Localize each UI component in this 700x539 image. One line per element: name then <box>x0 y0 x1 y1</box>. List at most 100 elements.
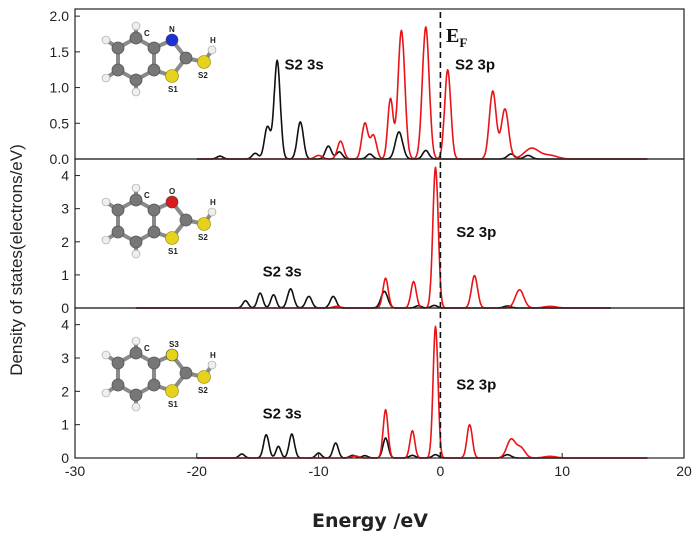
carbon-atom <box>129 235 143 249</box>
carbon-atom <box>111 63 125 77</box>
hydrogen-atom <box>131 183 141 193</box>
atom-label: S2 <box>198 386 208 395</box>
molecule-insets: N C H S2 S1 O C H S2 S1 S3 C H S2 S1 <box>101 21 217 412</box>
molecule-diagram-panel-1: N C H S2 S1 <box>101 21 217 97</box>
panel-frame <box>74 8 685 160</box>
hydrogen-atom <box>207 207 217 217</box>
hydrogen-atom <box>101 197 111 207</box>
carbon-atom <box>111 41 125 55</box>
y-tick-label: 0.5 <box>50 115 70 131</box>
x-tick-label: 20 <box>676 463 692 479</box>
carbon-atom <box>147 41 161 55</box>
series-annotation: S2 3p <box>455 57 495 74</box>
fermi-level-label: EF <box>446 25 467 50</box>
atom-label: H <box>210 36 216 45</box>
carbon-atom <box>129 346 143 360</box>
atom-label: O <box>169 187 175 196</box>
atom-label: N <box>169 25 175 34</box>
carbon-atom <box>147 225 161 239</box>
series-annotation: S2 3p <box>456 224 496 241</box>
y-axis-label: Density of states(electrons/eV) <box>7 144 26 375</box>
series-annotation: S2 3s <box>263 264 302 281</box>
y-tick-label: 0.0 <box>50 151 70 167</box>
atom-label: S1 <box>168 400 178 409</box>
y-tick-label: 1.0 <box>50 80 70 96</box>
carbon-atom <box>147 63 161 77</box>
atom-label: S3 <box>169 340 179 349</box>
hydrogen-atom <box>101 35 111 45</box>
hydrogen-atom <box>131 402 141 412</box>
carbon-atom <box>147 203 161 217</box>
hydrogen-atom <box>131 21 141 31</box>
carbon-atom <box>111 225 125 239</box>
sulfur-atom-s2 <box>197 217 211 231</box>
x-tick-label: -20 <box>187 463 207 479</box>
sulfur-atom-s1 <box>165 69 179 83</box>
x-tick-label: 10 <box>554 463 570 479</box>
x-tick-label: -30 <box>65 463 85 479</box>
atom-label: C <box>144 29 150 38</box>
y-tick-label: 0 <box>61 450 69 466</box>
hydrogen-atom <box>101 388 111 398</box>
atom-label: S2 <box>198 71 208 80</box>
hydrogen-atom <box>207 360 217 370</box>
carbon-atom <box>129 73 143 87</box>
carbon-atom <box>147 356 161 370</box>
carbon-atom <box>129 388 143 402</box>
y-tick-label: 4 <box>61 317 69 333</box>
x-tick-label: -10 <box>308 463 328 479</box>
carbon-atom <box>179 366 193 380</box>
panel-frame <box>74 158 685 309</box>
atom-label: C <box>144 344 150 353</box>
x-axis-label: Energy /eV <box>312 510 428 532</box>
y-tick-label: 0 <box>61 300 69 316</box>
series-annotation: S2 3s <box>284 57 323 74</box>
x-tick-label: 0 <box>437 463 445 479</box>
atom-label: S1 <box>168 85 178 94</box>
heteroatom <box>165 348 179 362</box>
hydrogen-atom <box>101 73 111 83</box>
y-tick-label: 2.0 <box>50 8 70 24</box>
panels-group: 0.0 0.5 1.0 1.5 2.0 S2 3s S2 3p 0 1 2 3 4 S2 3s S2 3p… <box>50 8 692 479</box>
y-tick-label: 1 <box>61 417 69 433</box>
y-tick-label: 3 <box>61 350 69 366</box>
carbon-atom <box>111 203 125 217</box>
hydrogen-atom <box>101 350 111 360</box>
sulfur-atom-s1 <box>165 384 179 398</box>
molecule-diagram-panel-2: O C H S2 S1 <box>101 183 217 259</box>
series-line-s-panel-2 <box>135 287 612 309</box>
atom-label: H <box>210 198 216 207</box>
atom-label: C <box>144 191 150 200</box>
y-tick-label: 1 <box>61 267 69 283</box>
molecule-diagram-panel-3: S3 C H S2 S1 <box>101 336 217 412</box>
hydrogen-atom <box>207 45 217 55</box>
carbon-atom <box>179 51 193 65</box>
atom-label: H <box>210 351 216 360</box>
y-tick-label: 3 <box>61 201 69 217</box>
sulfur-atom-s2 <box>197 370 211 384</box>
series-annotation: S2 3s <box>263 406 302 423</box>
hydrogen-atom <box>131 249 141 259</box>
y-tick-label: 1.5 <box>50 44 70 60</box>
panel-frame <box>74 307 685 459</box>
hydrogen-atom <box>131 87 141 97</box>
atom-label: S1 <box>168 247 178 256</box>
carbon-atom <box>111 378 125 392</box>
sulfur-atom-s2 <box>197 55 211 69</box>
heteroatom <box>165 33 179 47</box>
y-tick-label: 2 <box>61 234 69 250</box>
hydrogen-atom <box>131 336 141 346</box>
carbon-atom <box>129 193 143 207</box>
hydrogen-atom <box>101 235 111 245</box>
carbon-atom <box>129 31 143 45</box>
series-annotation: S2 3p <box>456 377 496 394</box>
carbon-atom <box>147 378 161 392</box>
carbon-atom <box>179 213 193 227</box>
y-tick-label: 4 <box>61 168 69 184</box>
series-line-s-panel-3 <box>196 433 648 459</box>
carbon-atom <box>111 356 125 370</box>
heteroatom <box>165 195 179 209</box>
atom-label: S2 <box>198 233 208 242</box>
sulfur-atom-s1 <box>165 231 179 245</box>
